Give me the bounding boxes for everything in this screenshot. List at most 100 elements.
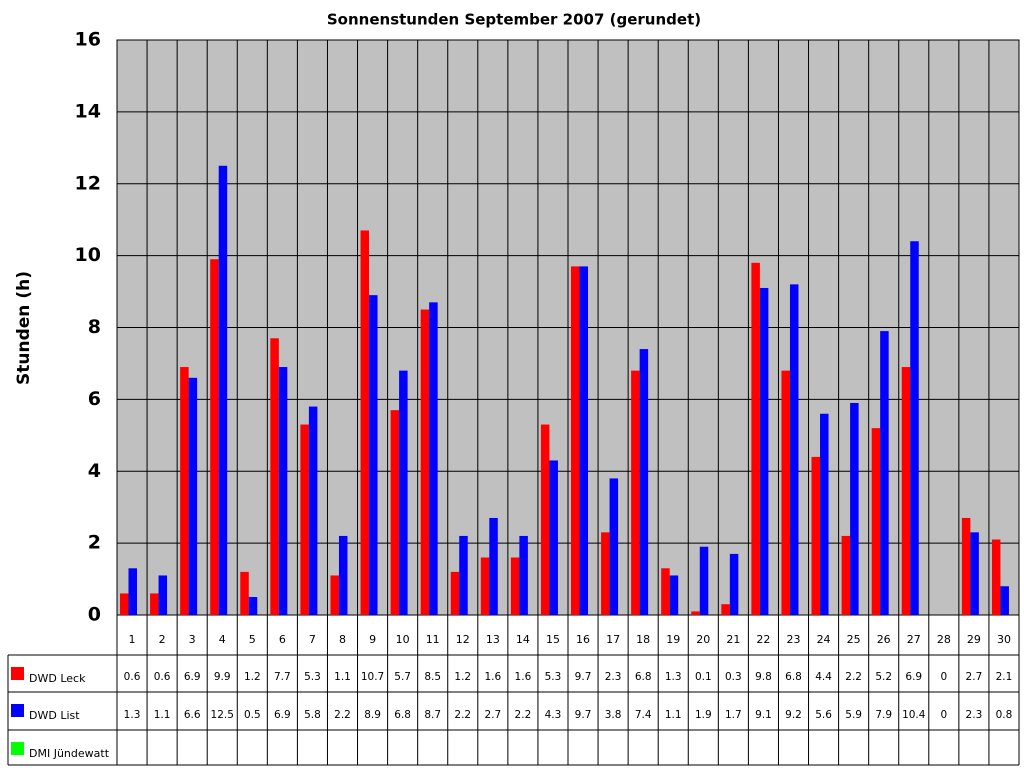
table-value: 5.2 bbox=[875, 671, 892, 683]
table-value: 9.1 bbox=[755, 709, 772, 721]
x-tick-label: 1 bbox=[129, 633, 136, 646]
table-value: 6.9 bbox=[905, 671, 922, 683]
bar bbox=[721, 604, 730, 615]
table-value: 2.3 bbox=[966, 709, 983, 721]
x-tick-label: 4 bbox=[219, 633, 226, 646]
table-value: 1.6 bbox=[484, 671, 501, 683]
table-value: 9.2 bbox=[785, 709, 802, 721]
table-value: 8.9 bbox=[364, 709, 381, 721]
table-value: 1.1 bbox=[334, 671, 351, 683]
x-tick-label: 2 bbox=[159, 633, 166, 646]
table-value: 9.7 bbox=[575, 671, 592, 683]
table-value: 0.6 bbox=[154, 671, 171, 683]
table-value: 0.1 bbox=[695, 671, 712, 683]
table-value: 2.2 bbox=[334, 709, 351, 721]
table-value: 5.6 bbox=[815, 709, 832, 721]
table-value: 5.3 bbox=[545, 671, 562, 683]
bar bbox=[820, 413, 829, 615]
x-tick-label: 14 bbox=[516, 633, 530, 646]
x-tick-label: 22 bbox=[756, 633, 770, 646]
y-tick-label: 0 bbox=[88, 604, 101, 626]
bar bbox=[880, 331, 889, 615]
bar bbox=[360, 230, 370, 615]
bar bbox=[180, 367, 189, 615]
x-tick-label: 20 bbox=[696, 633, 710, 646]
y-tick-label: 8 bbox=[88, 316, 101, 338]
x-tick-label: 5 bbox=[249, 633, 256, 646]
bar bbox=[991, 539, 1001, 615]
bar bbox=[278, 367, 288, 615]
table-value: 10.7 bbox=[361, 671, 384, 683]
table-value: 6.9 bbox=[274, 709, 291, 721]
table-value: 6.8 bbox=[635, 671, 652, 683]
bar bbox=[609, 478, 619, 615]
x-tick-label: 21 bbox=[726, 633, 740, 646]
bar bbox=[369, 295, 378, 615]
table-value: 0 bbox=[940, 671, 947, 683]
table-value: 0.8 bbox=[996, 709, 1013, 721]
table-value: 2.1 bbox=[996, 671, 1013, 683]
table-value: 2.2 bbox=[845, 671, 862, 683]
table-value: 6.9 bbox=[184, 671, 201, 683]
table-value: 0.3 bbox=[725, 671, 742, 683]
legend-key bbox=[11, 704, 24, 717]
bar bbox=[270, 338, 279, 615]
bar bbox=[450, 571, 460, 615]
legend-label: DWD List bbox=[29, 709, 80, 722]
y-tick-label: 10 bbox=[75, 244, 101, 266]
x-tick-label: 12 bbox=[456, 633, 470, 646]
bar bbox=[729, 553, 739, 615]
x-tick-label: 13 bbox=[486, 633, 500, 646]
x-tick-label: 28 bbox=[937, 633, 951, 646]
table-value: 2.2 bbox=[454, 709, 471, 721]
bar bbox=[420, 309, 430, 615]
table-value: 6.8 bbox=[394, 709, 411, 721]
x-tick-label: 10 bbox=[396, 633, 410, 646]
bar bbox=[150, 593, 159, 615]
bar bbox=[699, 546, 709, 615]
bar bbox=[571, 266, 580, 615]
x-tick-label: 9 bbox=[369, 633, 376, 646]
y-axis-label: Stunden (h) bbox=[14, 271, 34, 385]
legend-label: DMI Jündewatt bbox=[29, 747, 110, 760]
bar bbox=[781, 370, 790, 615]
table-value: 2.7 bbox=[966, 671, 983, 683]
table-value: 1.1 bbox=[665, 709, 682, 721]
table-value: 1.3 bbox=[665, 671, 682, 683]
bar bbox=[120, 593, 129, 615]
x-tick-label: 3 bbox=[189, 633, 196, 646]
table-value: 1.6 bbox=[515, 671, 532, 683]
bar bbox=[579, 266, 588, 615]
table-value: 2.7 bbox=[484, 709, 501, 721]
table-value: 7.4 bbox=[635, 709, 652, 721]
bar bbox=[459, 535, 468, 615]
table-value: 5.9 bbox=[845, 709, 862, 721]
table-value: 7.7 bbox=[274, 671, 291, 683]
bar bbox=[1000, 586, 1009, 615]
bar bbox=[188, 377, 198, 615]
table-value: 1.2 bbox=[244, 671, 261, 683]
x-tick-label: 17 bbox=[606, 633, 620, 646]
legend-key bbox=[11, 742, 24, 755]
bar bbox=[871, 428, 881, 615]
table-value: 6.8 bbox=[785, 671, 802, 683]
table-value: 1.1 bbox=[154, 709, 171, 721]
bar bbox=[631, 370, 640, 615]
bar bbox=[390, 410, 400, 615]
bar bbox=[759, 287, 769, 615]
bar bbox=[489, 517, 498, 615]
table-value: 5.8 bbox=[304, 709, 321, 721]
bar bbox=[789, 284, 799, 615]
bar bbox=[850, 402, 859, 615]
table-value: 1.3 bbox=[124, 709, 141, 721]
table-value: 4.4 bbox=[815, 671, 832, 683]
bar bbox=[691, 611, 700, 615]
bar bbox=[661, 568, 670, 615]
chart-title: Sonnenstunden September 2007 (gerundet) bbox=[327, 11, 701, 29]
y-tick-label: 14 bbox=[75, 100, 101, 122]
bar bbox=[669, 575, 679, 615]
x-tick-label: 24 bbox=[817, 633, 831, 646]
table-value: 2.2 bbox=[515, 709, 532, 721]
table-value: 9.7 bbox=[575, 709, 592, 721]
bar bbox=[910, 241, 919, 615]
